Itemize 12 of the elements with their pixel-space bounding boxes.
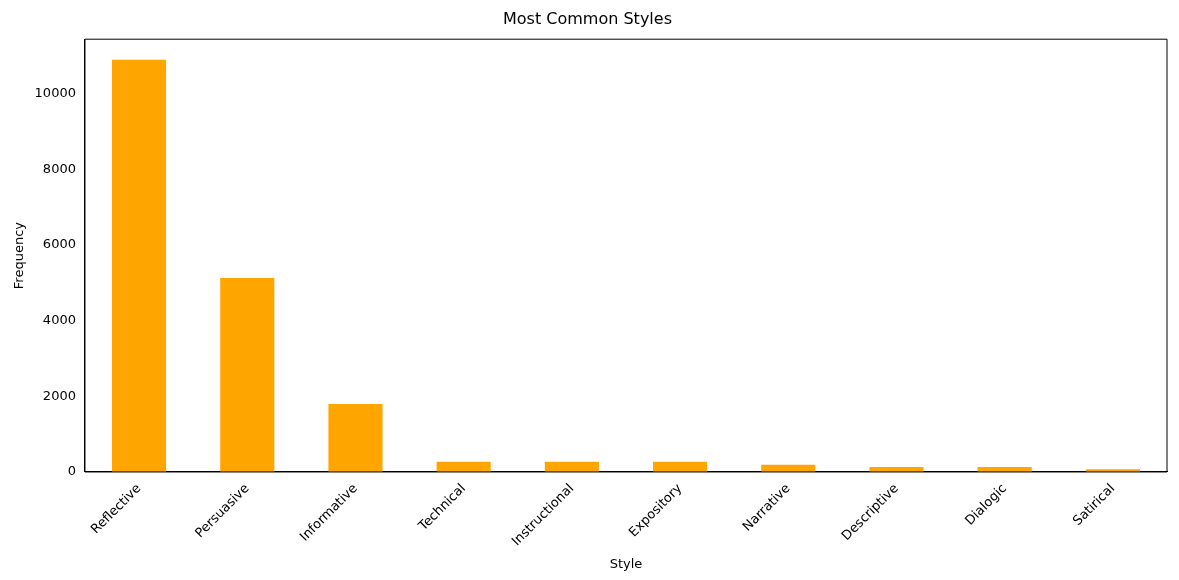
chart-title: Most Common Styles	[503, 8, 672, 28]
y-tick-label: 4000	[42, 312, 76, 328]
bar	[112, 59, 167, 472]
y-tick-label: 10000	[34, 85, 76, 101]
bar	[328, 403, 383, 472]
y-tick-label: 8000	[42, 160, 76, 176]
y-axis-title: Frequency	[11, 221, 27, 290]
y-tick-label: 2000	[42, 387, 76, 403]
x-axis-title: Style	[609, 555, 643, 571]
bar	[220, 277, 275, 472]
y-tick-label: 0	[67, 463, 76, 479]
y-tick-label: 6000	[42, 236, 76, 252]
